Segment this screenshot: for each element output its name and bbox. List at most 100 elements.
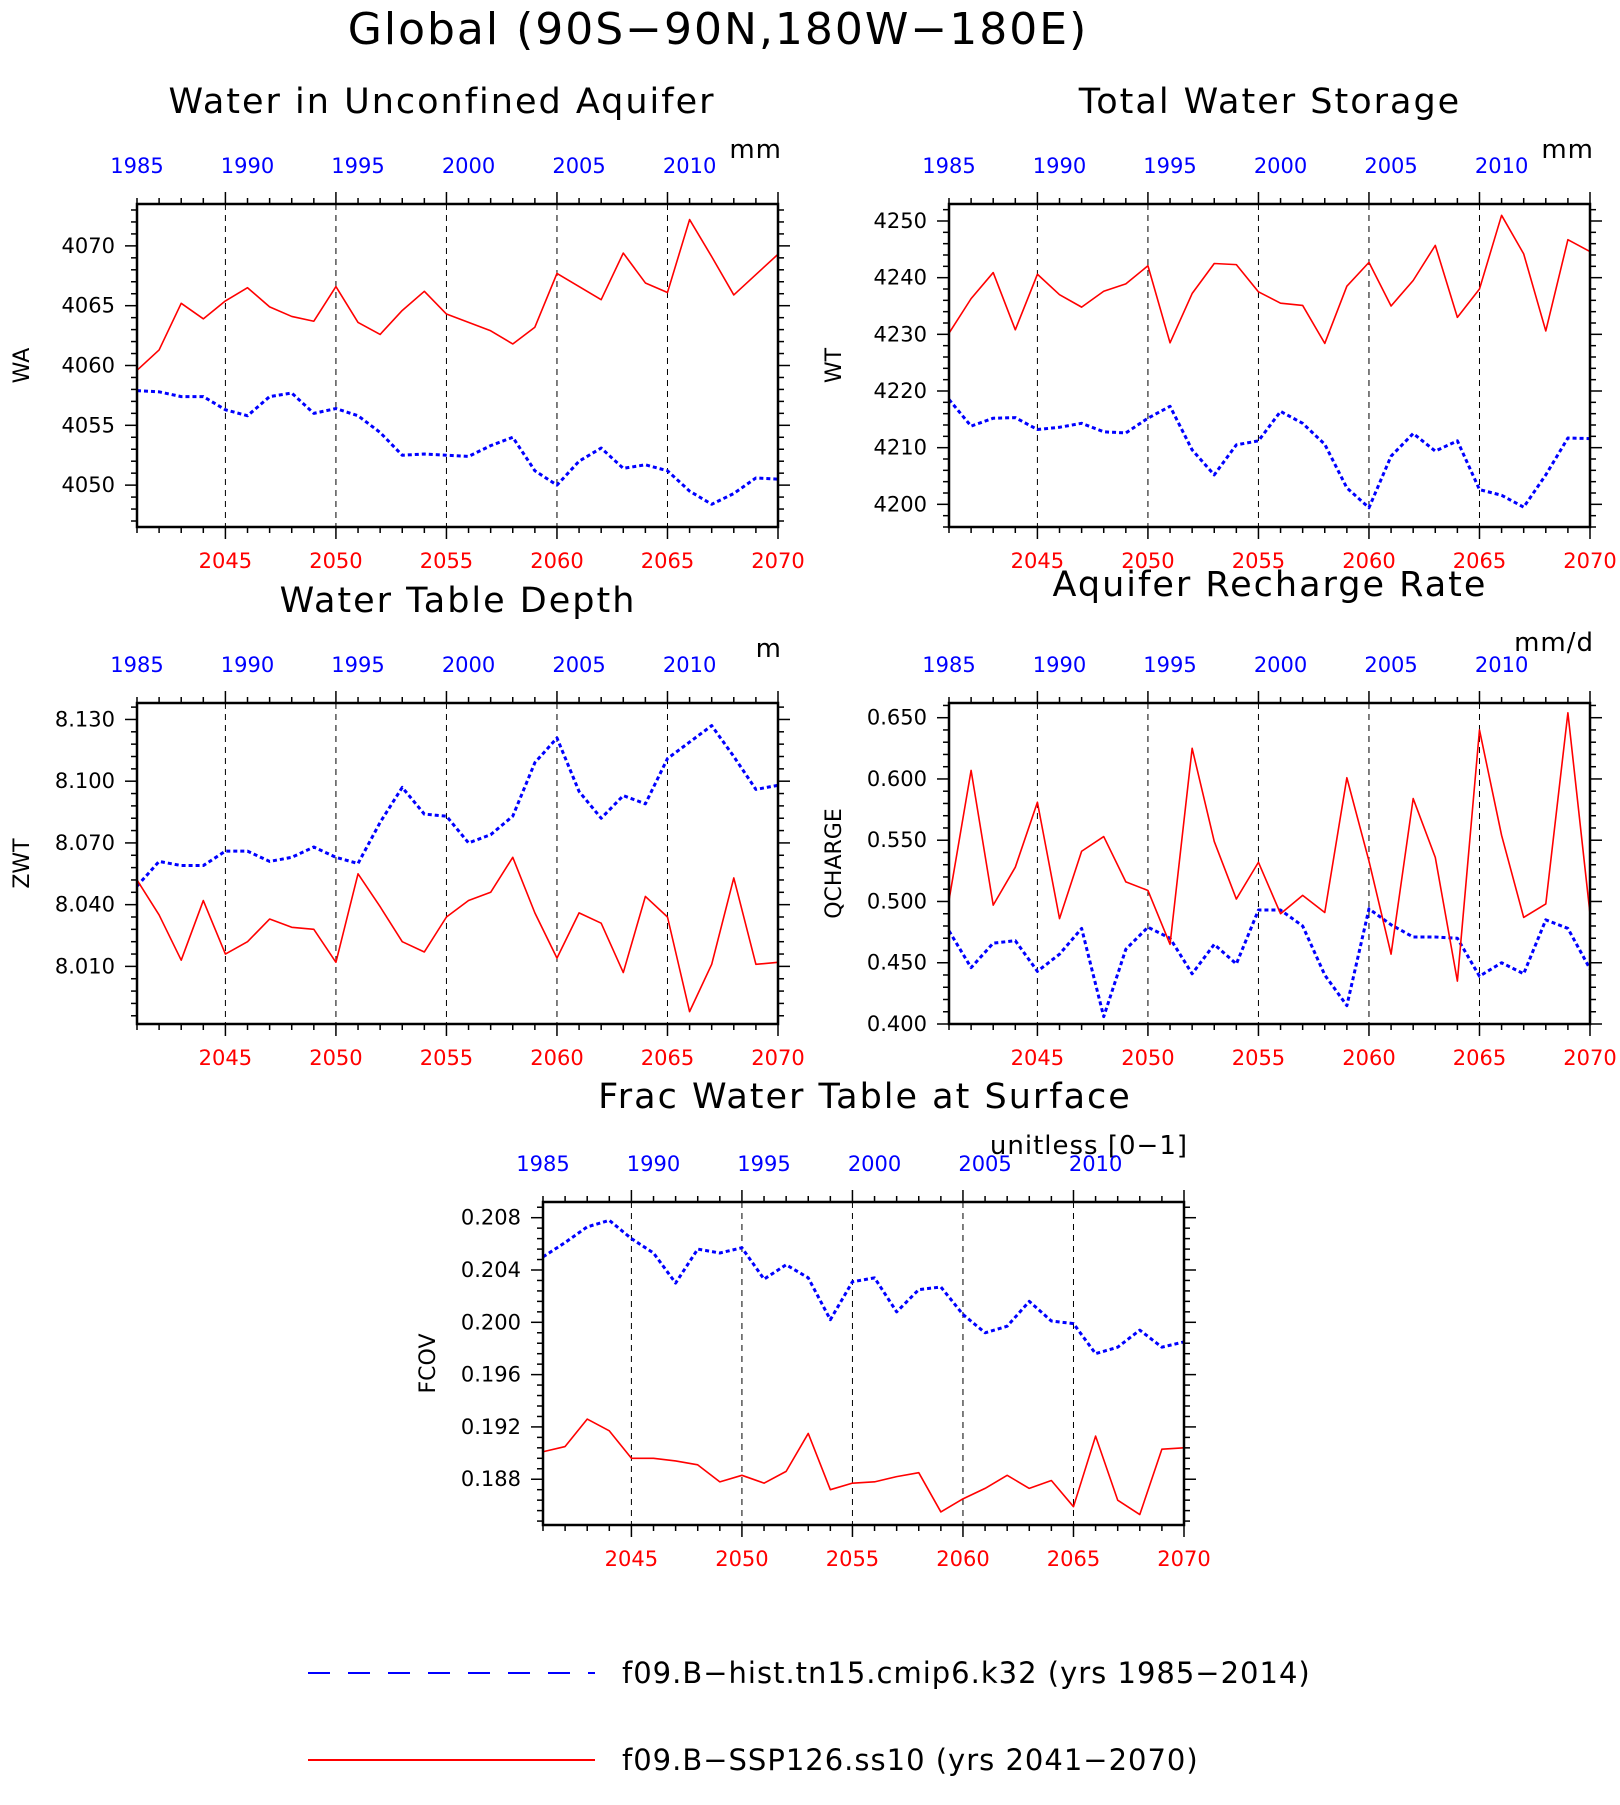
chart-panel-2: Total Water Storage mm WT 2045 2050 2055 2060 2… xyxy=(822,82,1617,573)
x-top-tick-label: 1995 xyxy=(737,1152,790,1176)
x-top-tick-label: 2010 xyxy=(1475,154,1528,178)
units-label: mm xyxy=(729,135,782,165)
chart-panel-4: Aquifer Recharge Rate mm/d QCHARGE 2045 2050… xyxy=(822,565,1617,1070)
x-tick-label: 2050 xyxy=(309,1046,362,1070)
x-tick-label: 2060 xyxy=(1342,549,1395,573)
x-top-tick-label: 1995 xyxy=(1143,154,1196,178)
x-tick-label: 2055 xyxy=(420,549,473,573)
y-axis-label: WT xyxy=(822,347,847,383)
x-top-tick-label: 1990 xyxy=(627,1152,680,1176)
x-tick-label: 2045 xyxy=(605,1547,658,1571)
x-tick-label: 2065 xyxy=(641,549,694,573)
series-line-ssp xyxy=(948,711,1591,982)
x-tick-label: 2070 xyxy=(751,1046,804,1070)
plot-frame xyxy=(541,1200,1186,1527)
x-tick-label: 2070 xyxy=(1563,549,1616,573)
x-tick-label: 2050 xyxy=(715,1547,768,1571)
series-line-ssp xyxy=(542,1418,1185,1516)
y-tick-label: 8.130 xyxy=(55,707,115,731)
plot-frame xyxy=(135,701,780,1026)
x-top-tick-label: 2000 xyxy=(1254,154,1307,178)
x-tick-label: 2065 xyxy=(1453,549,1506,573)
x-tick-label: 2055 xyxy=(420,1046,473,1070)
x-tick-label: 2070 xyxy=(1157,1547,1210,1571)
x-tick-label: 2070 xyxy=(1563,1046,1616,1070)
x-top-tick-label: 2000 xyxy=(442,653,495,677)
x-tick-label: 2065 xyxy=(1453,1046,1506,1070)
chart-panel-1: Water in Unconfined Aquifer mm WA 2045 2050 2… xyxy=(10,82,805,573)
y-tick-label: 0.550 xyxy=(867,828,927,852)
legend-label-ssp: f09.B−SSP126.ss10 (yrs 2041−2070) xyxy=(622,1743,1199,1777)
y-tick-label: 0.204 xyxy=(461,1258,521,1282)
figure-title: Global (90S−90N,180W−180E) xyxy=(348,4,1089,55)
x-tick-label: 2060 xyxy=(936,1547,989,1571)
x-top-tick-label: 2005 xyxy=(1364,653,1417,677)
x-tick-label: 2045 xyxy=(199,1046,252,1070)
series-line-hist xyxy=(136,389,779,506)
x-top-tick-label: 2000 xyxy=(848,1152,901,1176)
y-tick-label: 8.010 xyxy=(55,954,115,978)
x-top-tick-label: 1995 xyxy=(1143,653,1196,677)
y-axis-label: ZWT xyxy=(10,838,35,889)
y-tick-label: 4055 xyxy=(62,413,115,437)
y-tick-label: 4065 xyxy=(62,294,115,318)
panel-title: Water in Unconfined Aquifer xyxy=(168,82,715,122)
units-label: unitless [0−1] xyxy=(990,1131,1188,1161)
series-line-hist xyxy=(542,1218,1185,1356)
x-tick-label: 2050 xyxy=(309,549,362,573)
y-axis-label: FCOV xyxy=(416,1334,441,1394)
x-top-tick-label: 1985 xyxy=(922,154,975,178)
x-top-tick-label: 2010 xyxy=(663,154,716,178)
y-tick-label: 0.200 xyxy=(461,1310,521,1334)
units-label: m xyxy=(756,634,782,664)
series-line-ssp xyxy=(948,214,1591,345)
x-tick-label: 2060 xyxy=(1342,1046,1395,1070)
y-tick-label: 4200 xyxy=(874,492,927,516)
panels: Water in Unconfined Aquifer mm WA 2045 2050 2… xyxy=(10,82,1617,1571)
y-tick-label: 0.650 xyxy=(867,706,927,730)
chart-panel-5: Frac Water Table at Surface unitless [0−1… xyxy=(416,1077,1211,1571)
x-tick-label: 2055 xyxy=(1232,549,1285,573)
x-tick-label: 2065 xyxy=(1047,1547,1100,1571)
series-line-hist xyxy=(135,724,779,888)
x-top-tick-label: 1990 xyxy=(1033,653,1086,677)
series-line-hist xyxy=(947,398,1591,510)
x-top-tick-label: 1990 xyxy=(221,653,274,677)
panel-title: Frac Water Table at Surface xyxy=(598,1077,1132,1117)
series-line-ssp xyxy=(136,856,779,1013)
x-tick-label: 2045 xyxy=(1011,549,1064,573)
x-tick-label: 2050 xyxy=(1121,1046,1174,1070)
x-top-tick-label: 1990 xyxy=(1033,154,1086,178)
plot-frame xyxy=(947,202,1592,529)
y-tick-label: 0.500 xyxy=(867,889,927,913)
y-axis-label: WA xyxy=(10,348,35,384)
x-top-tick-label: 1985 xyxy=(922,653,975,677)
y-tick-label: 0.192 xyxy=(461,1415,521,1439)
x-tick-label: 2050 xyxy=(1121,549,1174,573)
x-tick-label: 2060 xyxy=(530,1046,583,1070)
chart-panel-3: Water Table Depth m ZWT 2045 2050 2055 2060 206… xyxy=(10,581,805,1070)
x-top-tick-label: 1995 xyxy=(331,154,384,178)
x-top-tick-label: 1985 xyxy=(110,653,163,677)
x-tick-label: 2055 xyxy=(1232,1046,1285,1070)
y-tick-label: 8.040 xyxy=(55,893,115,917)
x-top-tick-label: 2005 xyxy=(958,1152,1011,1176)
panel-title: Total Water Storage xyxy=(1078,82,1461,122)
x-tick-label: 2065 xyxy=(641,1046,694,1070)
x-tick-label: 2060 xyxy=(530,549,583,573)
y-tick-label: 8.100 xyxy=(55,769,115,793)
y-tick-label: 0.188 xyxy=(461,1467,521,1491)
x-tick-label: 2045 xyxy=(199,549,252,573)
y-tick-label: 4220 xyxy=(874,379,927,403)
x-top-tick-label: 1995 xyxy=(331,653,384,677)
y-tick-label: 4050 xyxy=(62,473,115,497)
x-tick-label: 2055 xyxy=(826,1547,879,1571)
panel-title: Aquifer Recharge Rate xyxy=(1053,565,1488,605)
y-tick-label: 8.070 xyxy=(55,831,115,855)
x-top-tick-label: 2005 xyxy=(552,154,605,178)
x-top-tick-label: 2005 xyxy=(552,653,605,677)
y-axis-label: QCHARGE xyxy=(822,808,847,919)
x-top-tick-label: 2010 xyxy=(1475,653,1528,677)
y-tick-label: 0.600 xyxy=(867,767,927,791)
